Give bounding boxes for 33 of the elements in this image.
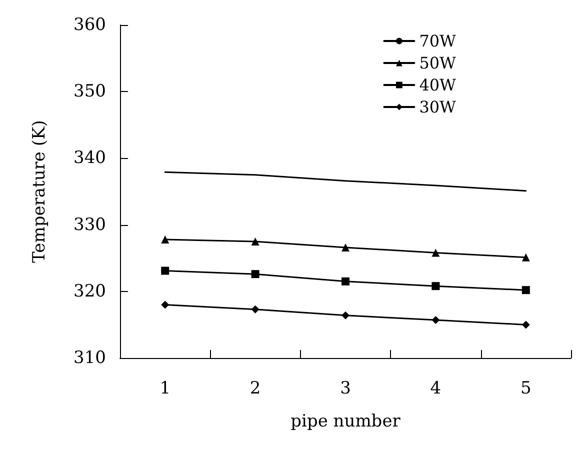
- x-axis-title: pipe number: [290, 412, 402, 432]
- x-tick-label: 4: [430, 378, 442, 398]
- y-tick-label: 340: [74, 148, 106, 168]
- legend-label: 50W: [419, 54, 457, 72]
- point: [161, 300, 170, 309]
- point: [251, 270, 260, 278]
- y-tick-label: 310: [74, 348, 106, 368]
- point: [251, 305, 260, 314]
- point: [432, 316, 440, 324]
- x-tick-label: 5: [520, 378, 532, 398]
- point: [432, 248, 440, 257]
- y-tick-label: 330: [74, 214, 106, 235]
- point: [522, 320, 530, 329]
- legend-label: 30W: [419, 98, 457, 116]
- y-tick-label: 320: [74, 281, 106, 302]
- point: [342, 277, 350, 286]
- point: [251, 237, 260, 246]
- legend-label: 70W: [419, 32, 457, 50]
- point: [522, 253, 530, 262]
- point: [161, 235, 170, 244]
- x-tick-label: 1: [160, 378, 171, 398]
- y-tick-label: 350: [74, 82, 106, 102]
- x-tick-label: 2: [250, 378, 261, 398]
- x-tick-label: 3: [340, 378, 351, 398]
- point: [161, 266, 170, 275]
- point: [522, 286, 530, 294]
- point: [342, 243, 350, 252]
- legend-label: 40W: [419, 76, 457, 94]
- point: [342, 311, 350, 320]
- line-series: [164, 171, 527, 192]
- point: [432, 282, 440, 290]
- y-tick-label: 360: [74, 15, 106, 35]
- y-axis-title: Temperature (K): [30, 120, 50, 263]
